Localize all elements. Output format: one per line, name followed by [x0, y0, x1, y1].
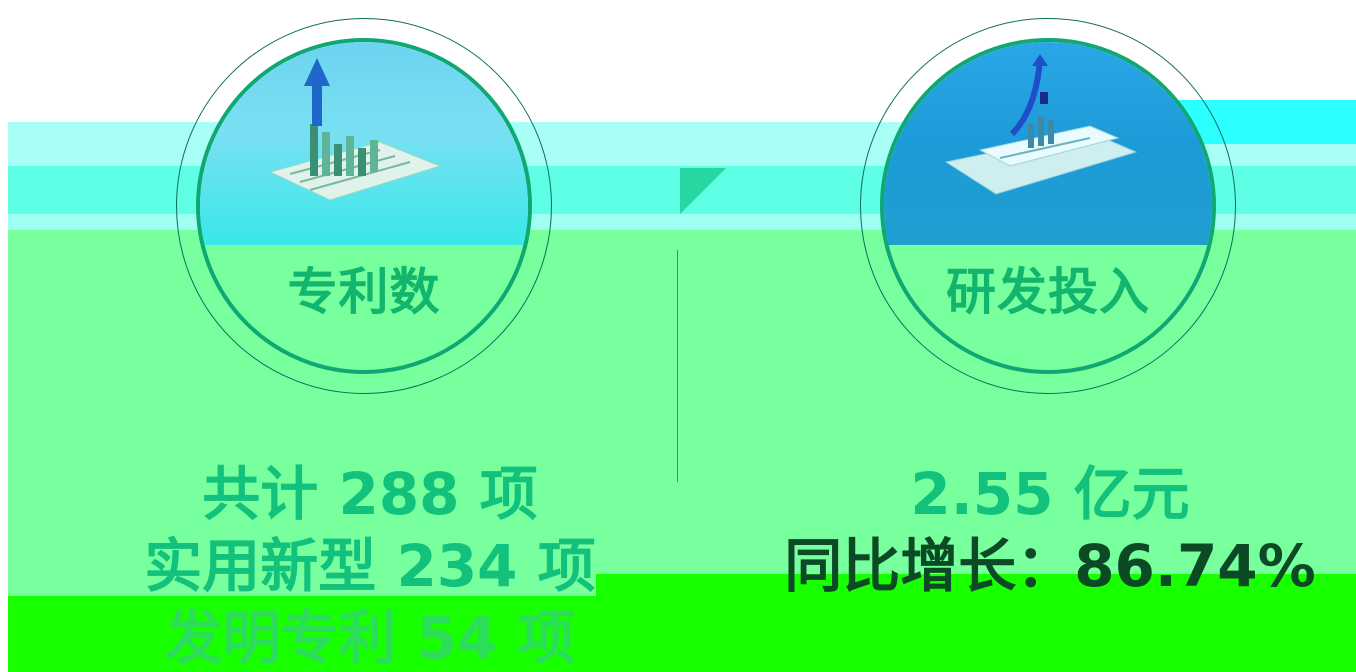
utility-model-count: 实用新型 234 项 — [144, 532, 596, 600]
patent-count-title: 专利数 — [287, 263, 441, 321]
patent-card-inner-circle — [196, 38, 532, 374]
divider-notch — [680, 168, 726, 214]
patent-total: 共计 288 项 — [202, 460, 538, 528]
bar-chart-growth-icon — [268, 58, 442, 201]
yoy-growth: 同比增长：86.74% — [784, 532, 1316, 600]
invention-patent-count: 发明专利 54 项 — [164, 604, 576, 672]
patent-stats: 共计 288 项 实用新型 234 项 发明专利 54 项 — [100, 458, 640, 672]
vertical-divider — [677, 250, 678, 482]
patent-card-circle-cap — [200, 42, 528, 246]
rd-investment-title: 研发投入 — [946, 263, 1150, 321]
rd-amount: 2.55 亿元 — [910, 460, 1190, 528]
rd-card-outer-ring — [860, 18, 1236, 394]
rd-stats: 2.55 亿元 同比增长：86.74% — [740, 458, 1356, 602]
financial-report-icon — [944, 54, 1138, 195]
background-band-bright-green-step — [596, 574, 1356, 598]
patent-card-outer-ring — [176, 18, 552, 394]
background-band-bright-green — [8, 596, 1356, 672]
